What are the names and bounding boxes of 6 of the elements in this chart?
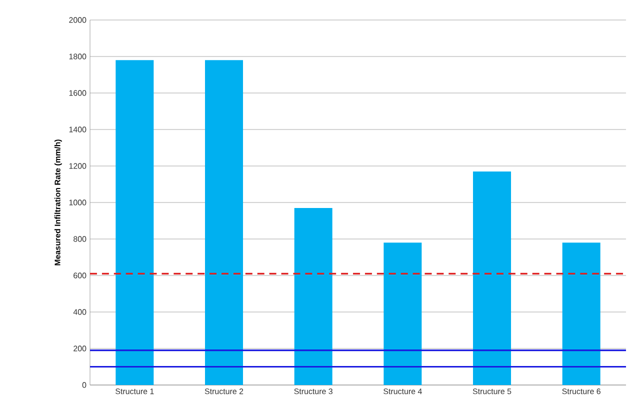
bar — [473, 171, 512, 385]
bar — [384, 242, 422, 385]
bar — [294, 208, 332, 385]
bar — [116, 60, 154, 385]
bar — [562, 242, 600, 385]
bar — [205, 60, 244, 385]
